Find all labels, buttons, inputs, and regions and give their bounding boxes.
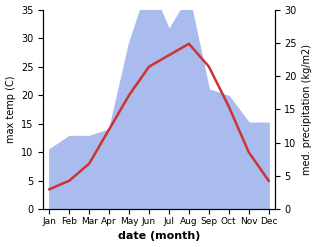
X-axis label: date (month): date (month) [118,231,200,242]
Y-axis label: max temp (C): max temp (C) [5,76,16,143]
Y-axis label: med. precipitation (kg/m2): med. precipitation (kg/m2) [302,44,313,175]
